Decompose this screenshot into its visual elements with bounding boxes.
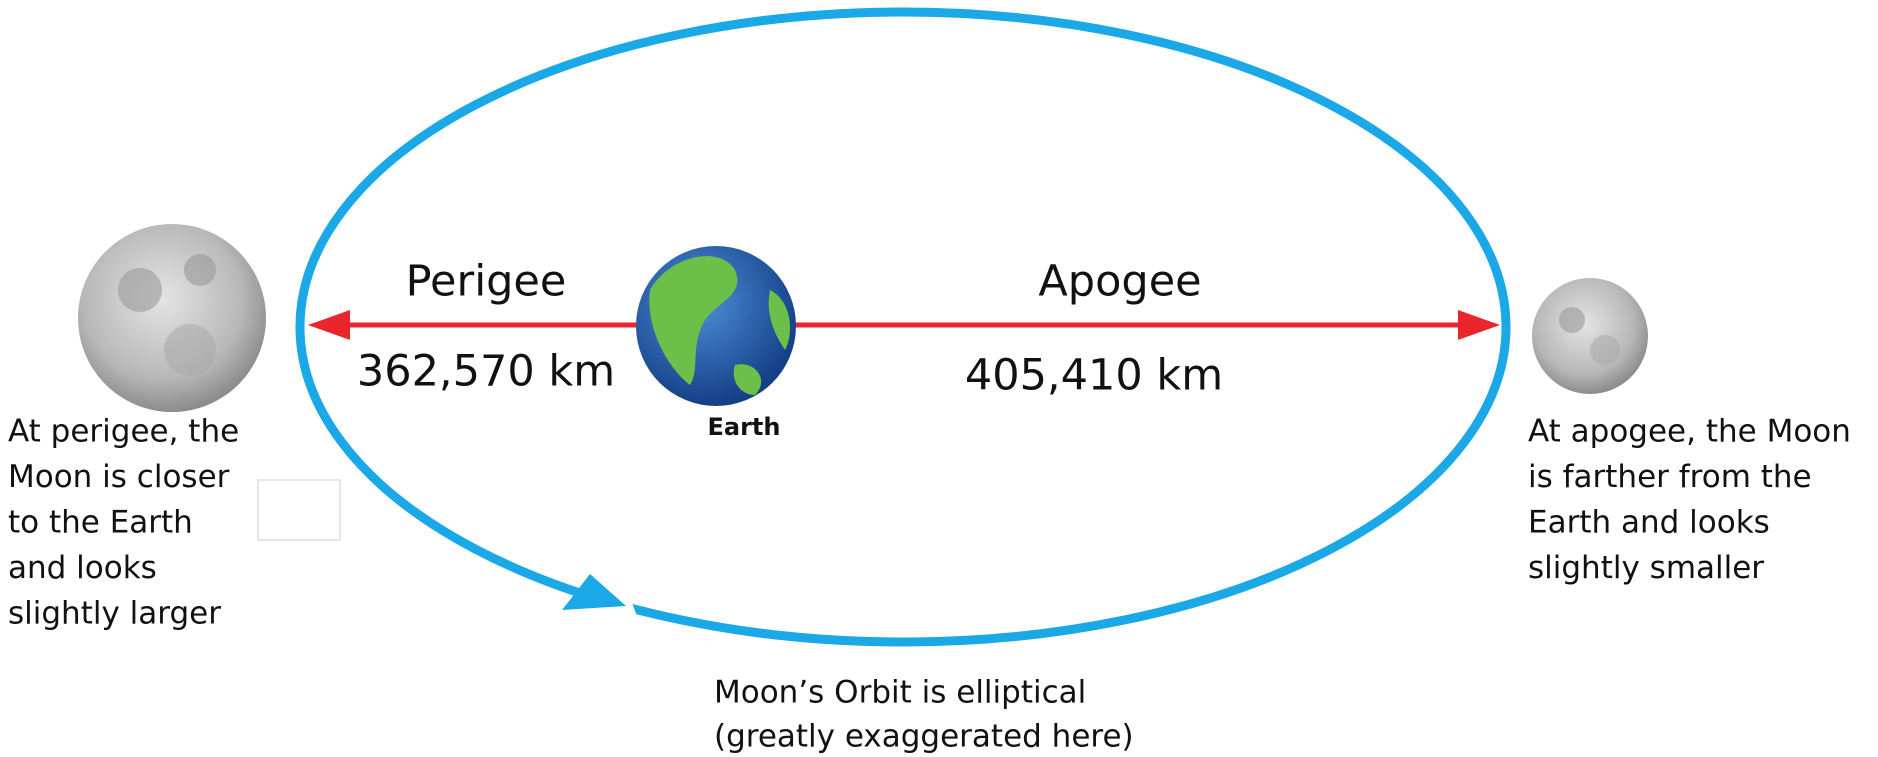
- apogee-note-line: At apogee, the Moon: [1528, 414, 1851, 450]
- orbit: [295, 7, 1511, 647]
- apogee-distance: 405,410 km: [965, 351, 1223, 401]
- apogee-label: Apogee: [1038, 257, 1201, 307]
- perigee-note-line: At perigee, the: [8, 414, 239, 450]
- orbit-caption-line: (greatly exaggerated here): [714, 719, 1134, 755]
- apogee-note-line: Earth and looks: [1528, 505, 1770, 541]
- perigee-note-line: slightly larger: [8, 596, 221, 632]
- moon-large: [78, 224, 266, 412]
- perigee-note-line: to the Earth: [8, 505, 193, 541]
- perigee-label: Perigee: [406, 257, 567, 307]
- earth-label: Earth: [708, 413, 781, 441]
- arrow-right: [1458, 310, 1500, 340]
- apogee-note-line: slightly smaller: [1528, 550, 1764, 586]
- earth: [636, 246, 796, 406]
- apogee-note-line: is farther from the: [1528, 459, 1812, 495]
- perigee-distance: 362,570 km: [357, 347, 615, 397]
- orbit-arrow: [562, 574, 626, 610]
- orbit-caption-line: Moon’s Orbit is elliptical: [714, 675, 1086, 711]
- moon-small: [1532, 278, 1648, 394]
- empty-box: [257, 479, 341, 541]
- arrow-left: [308, 310, 350, 340]
- perigee-note-line: and looks: [8, 550, 157, 586]
- perigee-note-line: Moon is closer: [8, 459, 230, 495]
